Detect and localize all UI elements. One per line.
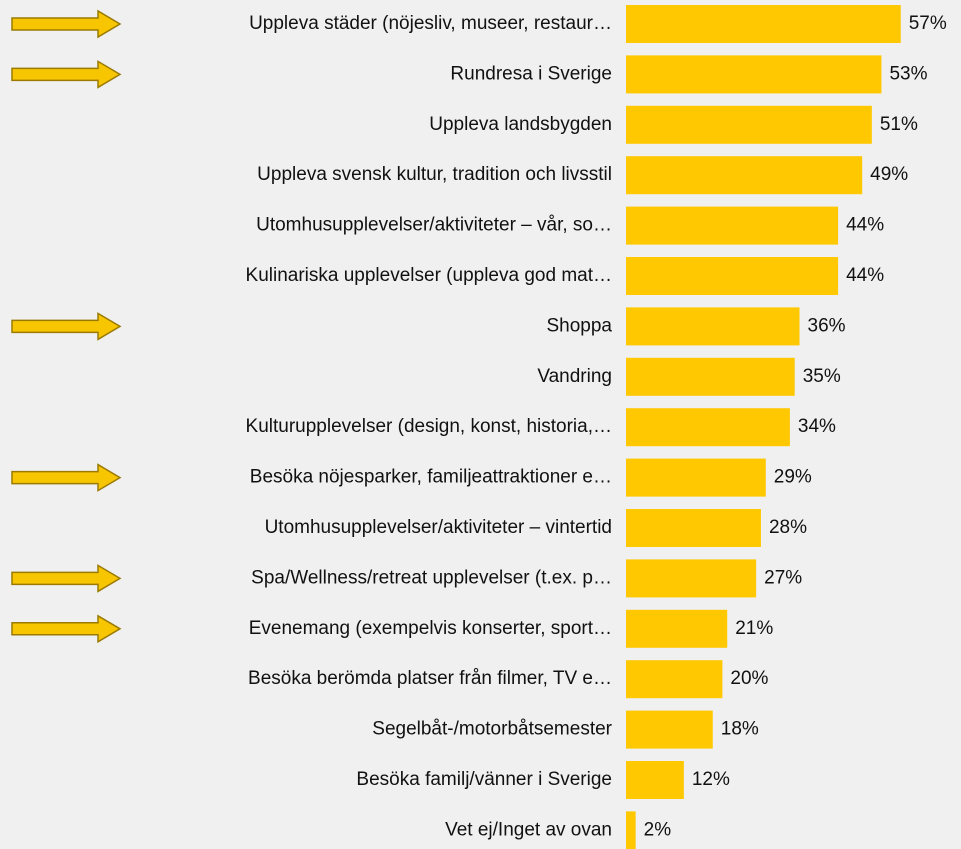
value-label: 34% — [798, 416, 836, 437]
category-label: Vet ej/Inget av ovan — [445, 819, 612, 840]
value-label: 35% — [803, 366, 841, 387]
arrow — [11, 614, 122, 644]
arrow — [11, 312, 122, 341]
value-label: 36% — [808, 315, 846, 336]
arrow — [11, 9, 122, 39]
bar — [626, 660, 723, 699]
arrow — [11, 463, 122, 492]
bar — [626, 811, 636, 849]
value-label: 12% — [692, 769, 730, 790]
bar — [626, 408, 790, 447]
bar — [626, 559, 757, 598]
value-label: 29% — [774, 467, 812, 488]
bar — [626, 156, 863, 195]
bar — [626, 5, 901, 43]
arrow — [11, 60, 122, 89]
category-label: Utomhusupplevelser/aktiviteter – vår, so… — [256, 215, 612, 236]
category-label: Segelbåt-/motorbåtsemester — [372, 719, 612, 740]
value-label: 2% — [644, 819, 672, 840]
value-label: 27% — [764, 567, 802, 588]
category-label: Shoppa — [546, 315, 612, 336]
category-label: Rundresa i Sverige — [450, 63, 612, 84]
category-label: Vandring — [537, 366, 612, 387]
category-label: Kulturupplevelser (design, konst, histor… — [246, 416, 612, 437]
arrow — [11, 564, 122, 593]
category-label: Kulinariska upplevelser (uppleva god mat… — [246, 265, 612, 286]
value-label: 49% — [870, 164, 908, 185]
category-label: Uppleva landsbygden — [429, 114, 612, 135]
bar — [626, 55, 882, 94]
bar — [626, 257, 839, 295]
value-label: 51% — [880, 114, 918, 135]
bar — [626, 761, 684, 799]
bar — [626, 509, 761, 547]
value-label: 57% — [909, 13, 947, 34]
category-label: Spa/Wellness/retreat upplevelser (t.ex. … — [251, 567, 612, 588]
value-label: 28% — [769, 517, 807, 538]
value-label: 44% — [846, 265, 884, 286]
value-label: 21% — [735, 618, 773, 639]
value-label: 18% — [721, 719, 759, 740]
category-label: Besöka familj/vänner i Sverige — [356, 769, 612, 790]
value-label: 44% — [846, 215, 884, 236]
bar — [626, 357, 795, 396]
category-label: Besöka nöjesparker, familjeattraktioner … — [250, 467, 612, 488]
bar — [626, 105, 872, 144]
bar — [626, 307, 800, 346]
bar — [626, 206, 839, 245]
category-label: Evenemang (exempelvis konserter, sport… — [249, 618, 612, 639]
bar — [626, 710, 713, 749]
bar — [626, 609, 728, 648]
category-label: Uppleva svensk kultur, tradition och liv… — [257, 164, 612, 185]
bar — [626, 458, 766, 497]
category-label: Besöka berömda platser från filmer, TV e… — [248, 668, 612, 689]
value-label: 20% — [730, 668, 768, 689]
category-label: Uppleva städer (nöjesliv, museer, restau… — [249, 13, 612, 34]
category-label: Utomhusupplevelser/aktiviteter – vintert… — [265, 517, 612, 538]
arrows — [11, 9, 122, 644]
value-label: 53% — [889, 63, 927, 84]
